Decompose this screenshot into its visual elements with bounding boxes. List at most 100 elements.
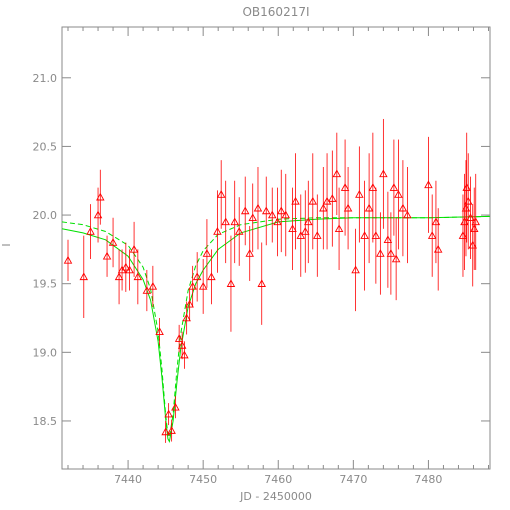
data-point — [355, 146, 364, 243]
triangle-marker — [161, 427, 170, 436]
data-point — [458, 194, 468, 277]
triangle-marker — [86, 227, 95, 235]
triangle-marker — [167, 426, 176, 434]
data-point — [376, 212, 385, 295]
triangle-marker — [129, 244, 139, 253]
y-axis-label: I — [0, 243, 13, 246]
triangle-marker — [180, 350, 189, 359]
data-point — [226, 235, 236, 332]
triangle-marker — [240, 206, 250, 215]
x-tick-label: 7480 — [414, 473, 442, 486]
data-point — [125, 249, 134, 291]
triangle-marker — [288, 224, 297, 233]
data-point — [313, 194, 322, 277]
triangle-marker — [185, 299, 194, 308]
data-point — [267, 187, 277, 243]
data-point — [308, 153, 318, 250]
data-point — [102, 235, 112, 277]
data-point — [171, 396, 180, 419]
triangle-marker — [276, 206, 286, 215]
triangle-marker — [213, 227, 222, 235]
data-point — [328, 150, 337, 247]
model-curve-dashed — [61, 215, 491, 439]
triangle-marker — [364, 203, 374, 212]
triangle-marker — [226, 279, 236, 287]
triangle-marker — [102, 251, 112, 260]
data-point — [93, 187, 103, 243]
triangle-marker — [463, 196, 473, 205]
triangle-marker — [177, 341, 187, 349]
data-point — [164, 403, 173, 426]
y-tick-label: 18.5 — [33, 415, 58, 428]
triangle-marker — [394, 190, 403, 198]
y-tick-label: 20.5 — [33, 140, 58, 153]
data-point — [371, 187, 381, 284]
x-tick-label: 7450 — [189, 473, 217, 486]
triangle-marker — [427, 231, 437, 239]
triangle-marker — [230, 217, 239, 226]
data-point — [319, 167, 328, 250]
data-point — [461, 160, 471, 257]
x-tick-label: 7440 — [114, 473, 142, 486]
triangle-marker — [389, 183, 399, 191]
data-point — [121, 242, 131, 292]
triangle-marker — [351, 265, 360, 274]
data-point — [471, 173, 480, 270]
x-axis-label: JD - 2450000 — [239, 490, 312, 503]
triangle-marker — [207, 272, 216, 281]
triangle-marker — [391, 254, 401, 263]
triangle-marker — [371, 231, 381, 239]
triangle-marker — [133, 272, 143, 281]
data-point — [253, 167, 263, 250]
triangle-marker — [281, 210, 291, 219]
triangle-marker — [296, 231, 306, 239]
data-point — [391, 217, 401, 301]
triangle-marker — [96, 192, 105, 201]
data-point — [368, 132, 378, 243]
data-point — [291, 153, 300, 250]
data-point — [63, 239, 73, 281]
data-point — [394, 139, 403, 250]
data-point — [257, 242, 266, 325]
y-tick-label: 19.5 — [33, 278, 58, 291]
data-point — [469, 187, 479, 270]
triangle-marker — [79, 272, 89, 281]
triangle-marker — [148, 282, 158, 290]
triangle-marker — [257, 279, 266, 287]
data-point — [148, 265, 158, 308]
triangle-marker — [403, 210, 412, 219]
data-point — [334, 187, 344, 270]
data-point — [424, 136, 433, 233]
data-point — [96, 169, 105, 225]
data-point — [207, 249, 216, 305]
triangle-marker — [308, 196, 318, 205]
data-point — [364, 153, 374, 264]
triangle-marker — [328, 194, 337, 202]
triangle-marker — [383, 235, 393, 244]
triangle-marker — [245, 249, 254, 257]
triangle-marker — [355, 190, 364, 198]
triangle-marker — [121, 262, 131, 271]
x-tick-label: 7470 — [339, 473, 367, 486]
triangle-marker — [155, 327, 164, 335]
y-tick-label: 21.0 — [33, 72, 58, 85]
data-point — [340, 139, 350, 236]
data-point — [155, 318, 164, 346]
data-point — [398, 160, 408, 257]
data-point — [301, 190, 310, 273]
data-point — [86, 204, 95, 259]
data-point — [198, 258, 208, 314]
data-point — [213, 190, 222, 273]
triangle-marker — [466, 213, 475, 222]
triangle-marker — [93, 210, 103, 219]
data-point — [108, 217, 118, 268]
data-point — [114, 249, 124, 305]
data-point — [240, 176, 250, 246]
triangle-marker — [174, 334, 184, 342]
triangle-marker — [216, 190, 226, 198]
data-point — [142, 269, 152, 312]
triangle-marker — [386, 249, 396, 257]
triangle-marker — [461, 203, 471, 212]
data-point — [129, 221, 139, 277]
triangle-marker — [108, 238, 118, 246]
